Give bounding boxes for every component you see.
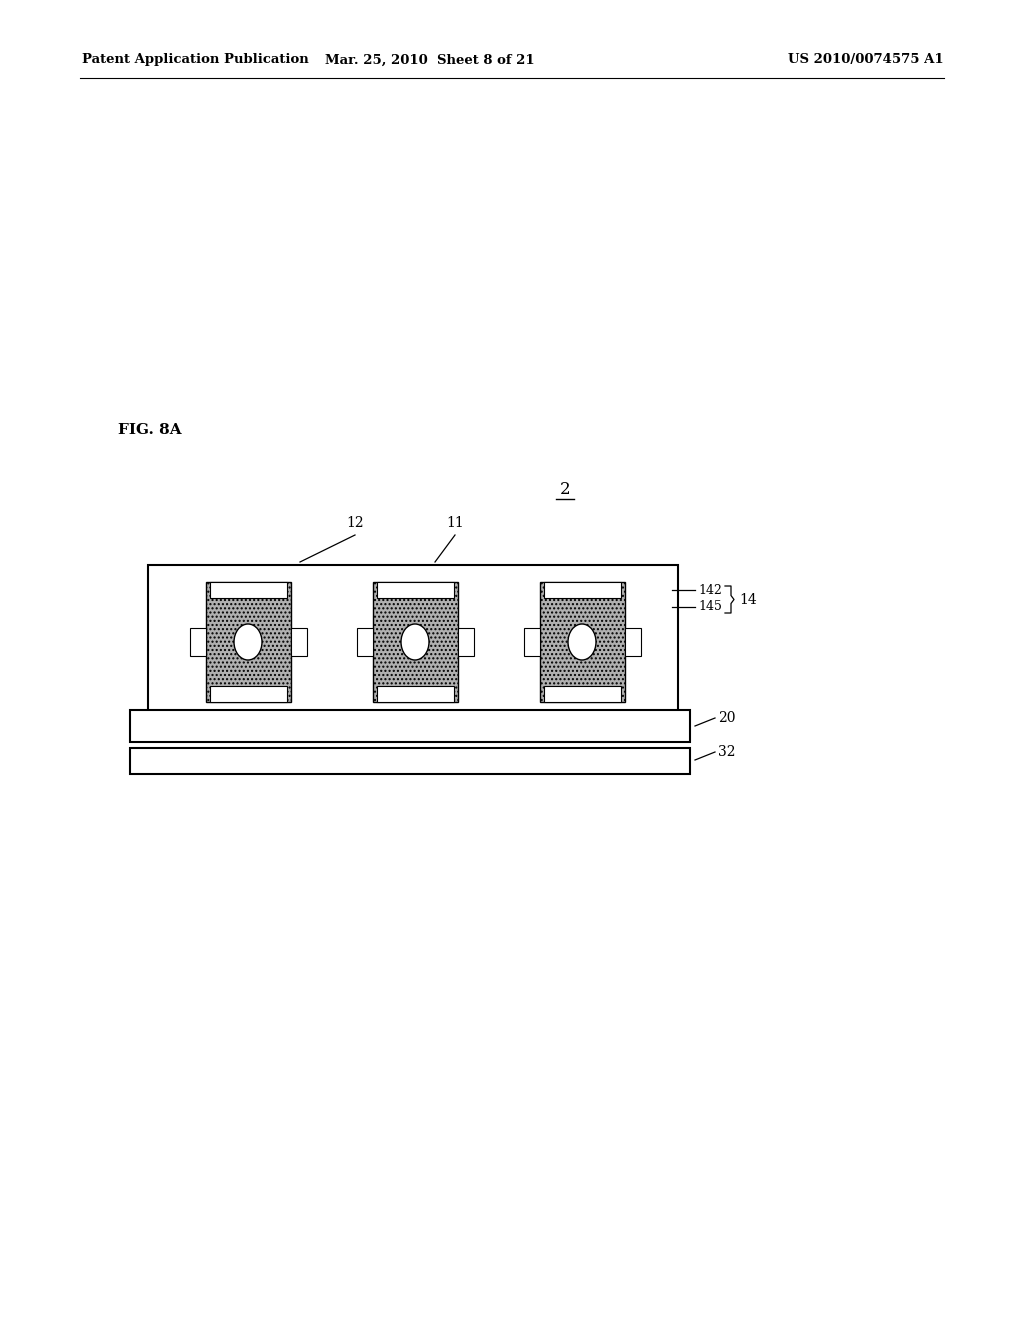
Bar [377,686,454,702]
Bar [130,748,690,774]
Bar [544,582,621,598]
Bar [540,582,625,702]
Text: 2: 2 [560,482,570,499]
Text: Patent Application Publication: Patent Application Publication [82,54,309,66]
Text: Mar. 25, 2010  Sheet 8 of 21: Mar. 25, 2010 Sheet 8 of 21 [326,54,535,66]
Bar [210,686,287,702]
Bar [356,628,373,656]
Bar [206,582,291,702]
Text: 20: 20 [718,711,735,725]
Bar [544,686,621,702]
Text: FIG. 8A: FIG. 8A [118,422,181,437]
Text: 14: 14 [739,593,757,606]
Text: 11: 11 [446,516,464,531]
Ellipse shape [401,624,429,660]
Text: 12: 12 [346,516,364,531]
Text: 32: 32 [718,744,735,759]
Bar [625,628,640,656]
Bar [458,628,473,656]
Ellipse shape [568,624,596,660]
Bar [148,565,678,715]
Bar [130,710,690,742]
Bar [210,582,287,598]
Text: 142: 142 [698,583,722,597]
Bar [291,628,306,656]
Bar [373,582,458,702]
Text: US 2010/0074575 A1: US 2010/0074575 A1 [788,54,944,66]
Bar [523,628,540,656]
Bar [377,582,454,598]
Ellipse shape [234,624,262,660]
Bar [189,628,206,656]
Text: 145: 145 [698,601,722,614]
